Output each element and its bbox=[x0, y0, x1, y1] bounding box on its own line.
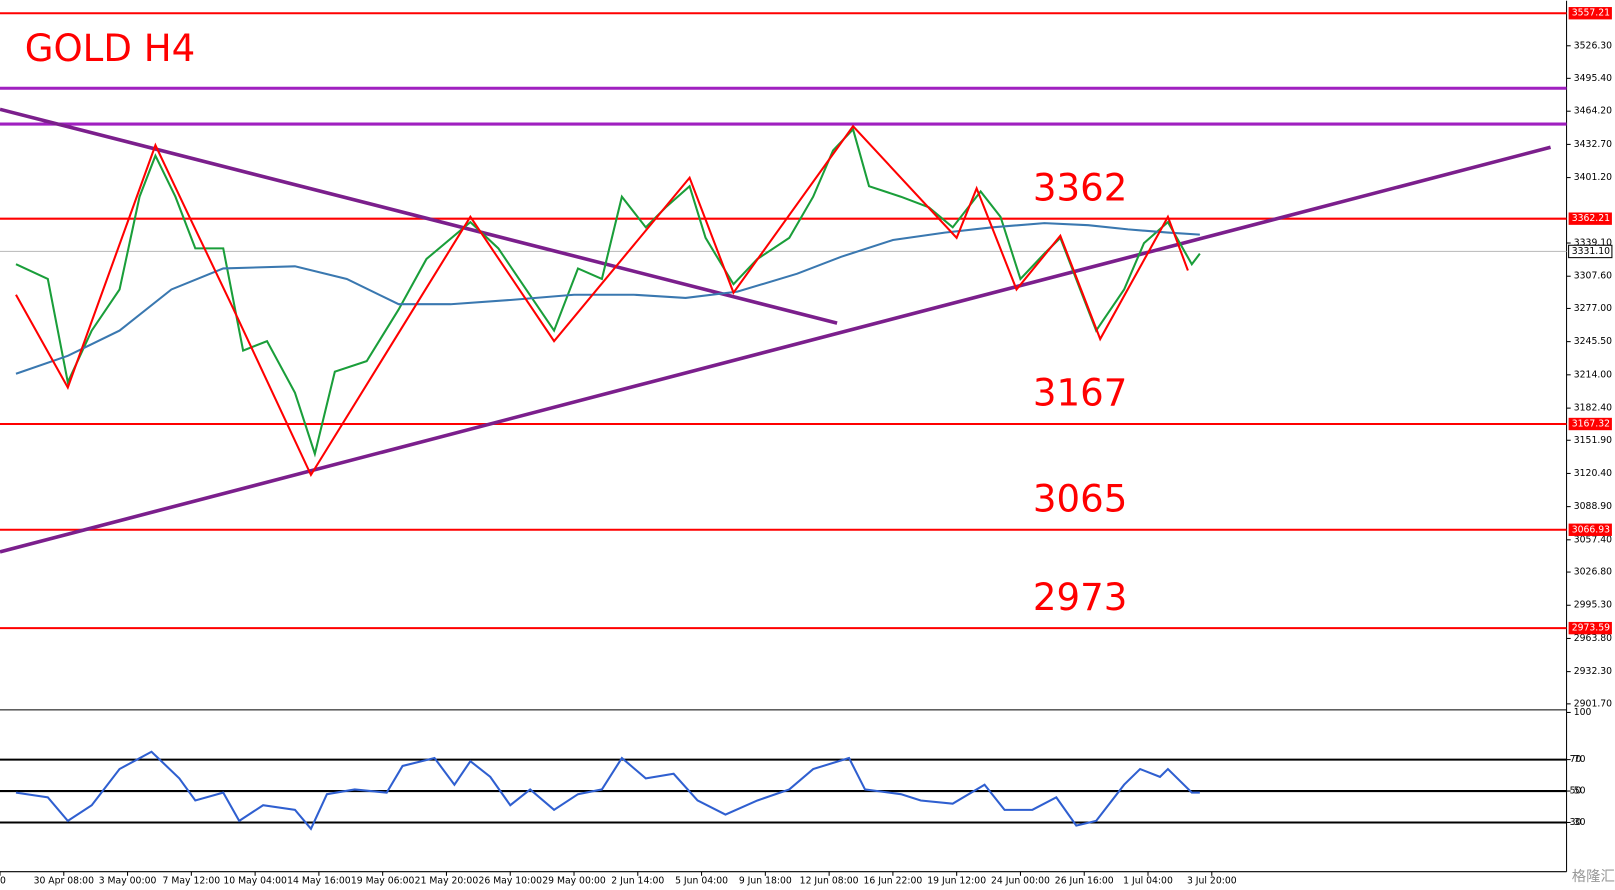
level-tag bbox=[1568, 417, 1612, 431]
y-tick-label: 3214.00 bbox=[1574, 369, 1612, 380]
level-tag-label: 3557.21 bbox=[1572, 8, 1610, 19]
y-tick-label: 50 bbox=[1574, 786, 1586, 797]
y-tick-label: 3277.00 bbox=[1574, 303, 1612, 314]
y-tick-label: 30 bbox=[1574, 817, 1586, 828]
trend-line bbox=[0, 107, 838, 325]
x-tick-label: 1 Jul 04:00 bbox=[1123, 875, 1173, 886]
series-line bbox=[15, 750, 1200, 831]
y-tick-label: 3339.10 bbox=[1574, 238, 1612, 249]
level-label: 70 bbox=[1570, 754, 1582, 765]
trend-line bbox=[0, 145, 1552, 554]
x-tick-label: 12 Jun 08:00 bbox=[800, 875, 859, 886]
y-tick-label: 3151.90 bbox=[1574, 435, 1612, 446]
series-line bbox=[15, 222, 1200, 375]
y-tick-label: 3495.40 bbox=[1574, 73, 1612, 84]
x-tick-label: 3 May 00:00 bbox=[99, 875, 157, 886]
x-tick-label: 2 Jun 14:00 bbox=[611, 875, 664, 886]
level-tag bbox=[1568, 621, 1612, 635]
y-tick-label: 3120.40 bbox=[1574, 468, 1612, 479]
x-tick-label: 14 May 16:00 bbox=[287, 875, 351, 886]
level-annotation: 3557 bbox=[1033, 0, 1127, 4]
y-tick-label: 100 bbox=[1574, 707, 1592, 718]
x-tick-label: 7 May 12:00 bbox=[163, 875, 221, 886]
level-tag-label: 2973.59 bbox=[1572, 623, 1610, 634]
level-annotation: 2973 bbox=[1033, 576, 1127, 619]
level-tag bbox=[1568, 212, 1612, 225]
watermark: 格隆汇 bbox=[1572, 868, 1615, 885]
x-tick-label: 26 Jun 16:00 bbox=[1055, 875, 1114, 886]
x-tick-label: 26 May 10:00 bbox=[478, 875, 542, 886]
series-line bbox=[15, 124, 1189, 478]
y-tick-label: 3432.70 bbox=[1574, 139, 1612, 150]
chart-title: GOLD H4 bbox=[25, 27, 195, 70]
y-tick-label: 70 bbox=[1574, 754, 1586, 765]
x-tick-label: 30 Apr 08:00 bbox=[34, 875, 95, 886]
level-annotation: 3362 bbox=[1033, 166, 1127, 209]
y-tick-label: 3057.40 bbox=[1574, 534, 1612, 545]
y-tick-label: 3526.30 bbox=[1574, 40, 1612, 51]
x-tick-label: 19 May 06:00 bbox=[351, 875, 415, 886]
y-tick-label: 2901.70 bbox=[1574, 698, 1612, 709]
level-annotation: 3167 bbox=[1033, 372, 1127, 415]
x-tick-label: 16 Jun 22:00 bbox=[863, 875, 922, 886]
x-tick-label: 29 May 00:00 bbox=[542, 875, 606, 886]
x-tick-label: 00 bbox=[0, 875, 6, 886]
y-tick-label: 3088.90 bbox=[1574, 501, 1612, 512]
y-tick-label: 3026.80 bbox=[1574, 567, 1612, 578]
current-price-label: 3331.10 bbox=[1572, 246, 1610, 257]
y-tick-label: 3307.60 bbox=[1574, 271, 1612, 282]
x-tick-label: 9 Jun 18:00 bbox=[739, 875, 792, 886]
current-price-tag bbox=[1568, 244, 1613, 259]
level-tag-label: 3362.21 bbox=[1572, 213, 1610, 224]
x-tick-label: 5 Jun 04:00 bbox=[675, 875, 728, 886]
level-tag-label: 3066.93 bbox=[1572, 524, 1610, 535]
y-tick-label: 3245.50 bbox=[1574, 336, 1612, 347]
y-tick-label: 2995.30 bbox=[1574, 600, 1612, 611]
x-tick-label: 21 May 20:00 bbox=[415, 875, 479, 886]
x-tick-label: 19 Jun 12:00 bbox=[927, 875, 986, 886]
level-tag bbox=[1568, 523, 1612, 536]
y-tick-label: 3182.40 bbox=[1574, 403, 1612, 414]
level-tag bbox=[1568, 7, 1612, 20]
y-tick-label: 3401.20 bbox=[1574, 172, 1612, 183]
level-tag-label: 3167.32 bbox=[1572, 419, 1610, 430]
level-label: 50 bbox=[1570, 786, 1582, 797]
x-tick-label: 10 May 04:00 bbox=[223, 875, 287, 886]
x-tick-label: 24 Jun 00:00 bbox=[991, 875, 1050, 886]
x-tick-label: 3 Jul 20:00 bbox=[1187, 875, 1237, 886]
y-tick-label: 2963.80 bbox=[1574, 633, 1612, 644]
level-annotation: 3065 bbox=[1033, 477, 1127, 520]
level-label: 30 bbox=[1570, 817, 1582, 828]
y-tick-label: 2932.30 bbox=[1574, 666, 1612, 677]
y-tick-label: 3464.20 bbox=[1574, 106, 1612, 117]
